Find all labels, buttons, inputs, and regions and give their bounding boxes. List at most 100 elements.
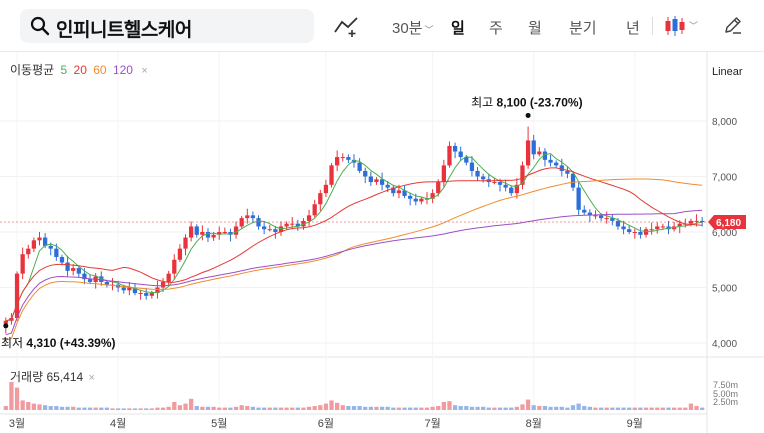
volume-bar [318, 405, 323, 410]
volume-bar [211, 406, 216, 410]
volume-bar [189, 398, 194, 410]
x-tick-label: 8월 [526, 417, 542, 430]
candle-body [37, 237, 42, 241]
volume-bar [76, 407, 81, 410]
candle-body [144, 293, 149, 296]
volume-bar [582, 406, 587, 410]
candle-body [233, 226, 239, 235]
chevron-down-icon: ﹀ [424, 25, 434, 35]
candle-body [688, 220, 694, 224]
stock-name: 인피니트헬스케어 [56, 20, 192, 41]
volume-bar [671, 407, 677, 410]
x-tick-label: 5월 [211, 417, 227, 430]
volume-bar [346, 406, 351, 410]
volume-bar [537, 406, 542, 410]
candle-body [548, 159, 553, 163]
candle-body [587, 212, 593, 216]
candle-body [14, 273, 20, 319]
volume-bar [3, 406, 8, 410]
candle-body [284, 223, 289, 227]
volume-bar [172, 402, 177, 410]
x-tick-label: 6월 [318, 417, 334, 430]
volume-bar [430, 406, 435, 410]
candle-body [481, 176, 486, 180]
candle-body [177, 248, 183, 260]
volume-bar [37, 404, 42, 410]
ma5-line [5, 153, 703, 322]
trendline-tool-icon[interactable] [333, 14, 359, 38]
stock-search-box[interactable]: 인피니트헬스케어 [20, 9, 314, 43]
period-quarter[interactable]: 분기 [569, 20, 597, 37]
ma20-label: 20 [73, 63, 87, 77]
volume-bar [273, 407, 278, 410]
candle-body [121, 287, 126, 291]
close-icon[interactable]: × [141, 65, 148, 77]
volume-bar [368, 406, 373, 410]
volume-bar [452, 405, 458, 410]
volume-bar [509, 407, 514, 410]
volume-bar [205, 406, 211, 410]
price-chart[interactable]: 4,000 5,000 6,000 7,000 8,000 3월 4월 5월 6월 7월 8월 9월 최… [0, 52, 764, 433]
candle-body [475, 170, 480, 177]
candle-body [59, 256, 65, 263]
volume-bar [104, 407, 110, 410]
candlestick-icon[interactable] [664, 14, 686, 38]
period-week[interactable]: 주 [489, 20, 503, 37]
high-annotation: 최고 8,100 (-23.70%) [471, 95, 582, 109]
volume-bar [610, 407, 615, 410]
period-30min[interactable]: 30분 ﹀ [392, 20, 434, 37]
candle-body [554, 162, 559, 166]
volume-bar [604, 407, 609, 410]
candle-body [20, 254, 25, 274]
candle-body [256, 218, 261, 227]
volume-bar [132, 408, 138, 410]
candle-body [402, 190, 407, 196]
volume-bar [481, 406, 486, 410]
candle-body [346, 157, 351, 160]
pencil-icon[interactable] [723, 15, 743, 35]
volume-value: 65,414 [46, 370, 84, 384]
volume-bar [267, 407, 272, 410]
volume-bar [177, 405, 183, 410]
volume-bar [643, 407, 649, 410]
chevron-down-icon[interactable]: ﹀ [689, 21, 699, 31]
volume-bar [638, 407, 643, 410]
candle-body [379, 179, 385, 185]
ma20-line [5, 167, 703, 322]
candle-body [649, 229, 654, 231]
close-icon[interactable]: × [88, 372, 95, 384]
volume-bar [59, 406, 65, 410]
volume-bar [570, 405, 576, 410]
candle-body [245, 215, 250, 219]
candle-body [582, 209, 587, 213]
candle-body [267, 229, 272, 231]
low-marker [3, 323, 9, 329]
volume-bar [458, 406, 463, 410]
period-day[interactable]: 일 [451, 20, 465, 37]
volume-bar [144, 408, 149, 410]
volume-bar [598, 407, 604, 410]
volume-bar [542, 406, 548, 410]
volume-bar [424, 407, 430, 410]
volume-bar [155, 407, 160, 410]
period-month[interactable]: 월 [528, 20, 542, 37]
volume-bar [14, 387, 20, 410]
volume-bar [284, 407, 289, 410]
volume-bar [110, 408, 115, 410]
candle-body [436, 182, 441, 194]
volume-bar [26, 402, 31, 410]
candle-body [391, 187, 396, 194]
ma60-label: 60 [93, 63, 107, 77]
volume-bar [200, 406, 205, 410]
ma120-line [5, 209, 703, 336]
candle-body [503, 184, 508, 188]
scale-type-toggle[interactable]: Linear [712, 66, 743, 78]
volume-bar [335, 402, 340, 410]
volume-bar [694, 406, 699, 410]
volume-bar [166, 406, 171, 410]
period-year[interactable]: 년 [626, 20, 640, 37]
candle-body [542, 151, 548, 160]
low-annotation: 최저 4,310 (+43.39%) [1, 336, 115, 350]
candle-body [211, 234, 216, 238]
candle-body [200, 232, 205, 235]
